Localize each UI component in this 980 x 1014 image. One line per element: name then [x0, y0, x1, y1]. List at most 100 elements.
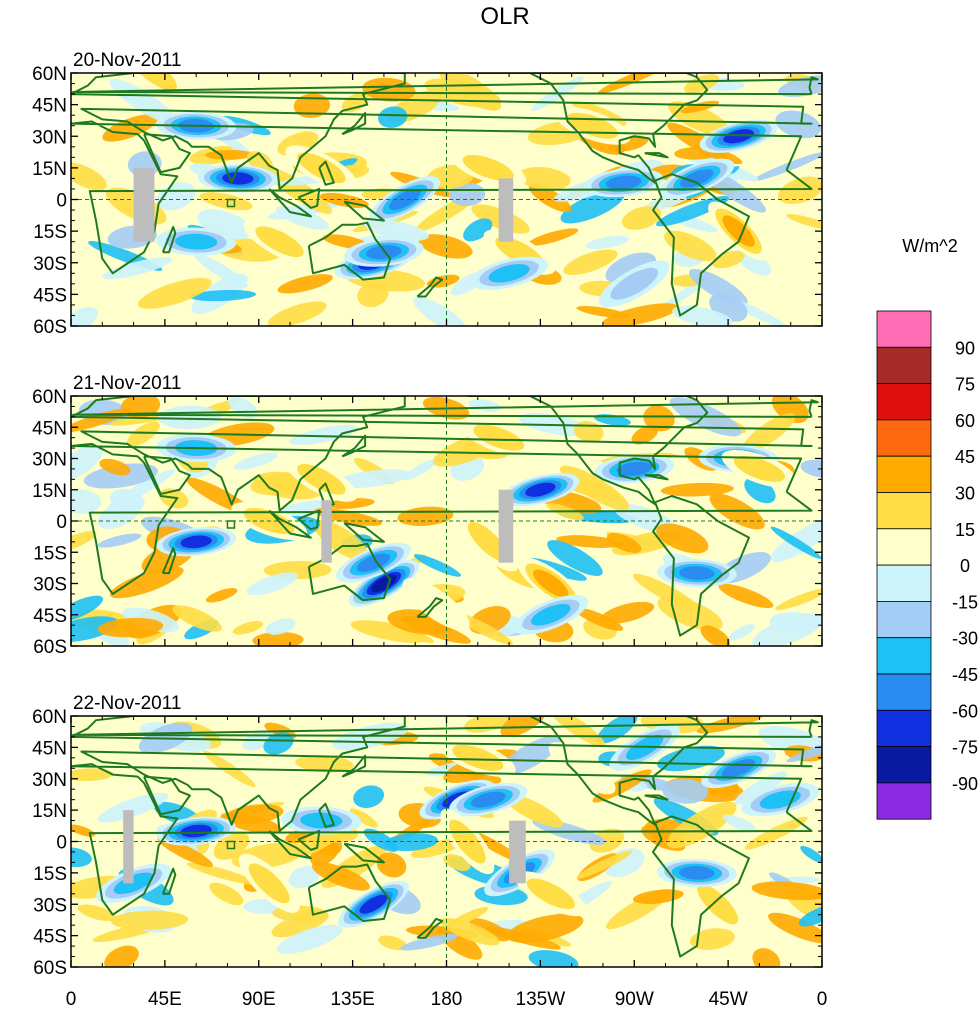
colorbar-swatch — [876, 419, 932, 457]
olr-texture-blob — [418, 234, 473, 259]
olr-texture-blob — [770, 526, 822, 559]
olr-texture-blob — [448, 182, 486, 207]
olr-texture-blob — [120, 396, 161, 419]
olr-texture-blob — [232, 621, 264, 635]
olr-anomaly-cell — [255, 226, 304, 257]
coastline — [72, 719, 819, 738]
olr-texture-blob — [485, 926, 561, 950]
y-tick-label: 0 — [56, 191, 67, 212]
olr-texture-blob — [295, 755, 354, 773]
olr-texture-blob — [775, 110, 822, 139]
coastline — [307, 221, 392, 281]
olr-texture-blob — [332, 469, 411, 489]
olr-texture-blob — [722, 814, 756, 832]
coastline — [297, 830, 321, 851]
olr-texture-blob — [689, 928, 735, 950]
olr-texture-blob — [660, 482, 734, 497]
olr-texture-blob — [528, 183, 572, 213]
colorbar-swatch — [876, 637, 932, 675]
colorbar-swatch — [876, 564, 932, 602]
coastline — [71, 442, 813, 595]
colorbar-swatch — [876, 746, 932, 784]
olr-texture-blob — [99, 458, 131, 476]
olr-texture-blob — [126, 421, 160, 447]
missing-data-region — [321, 500, 332, 563]
olr-anomaly-cell — [449, 819, 486, 864]
olr-texture-blob — [575, 607, 624, 631]
coastline — [341, 434, 367, 458]
figure-title: OLR — [480, 3, 529, 30]
olr-texture-blob — [662, 778, 709, 804]
colorbar-level-label: -45 — [952, 665, 978, 685]
olr-texture-blob — [632, 573, 702, 613]
olr-anomaly-cell — [721, 759, 756, 778]
coastline — [268, 188, 312, 218]
olr-anomaly-cell — [723, 129, 754, 144]
colorbar-level-label: 75 — [955, 375, 975, 395]
coastline — [268, 830, 312, 860]
olr-anomaly-cell — [679, 866, 715, 880]
olr-texture-blob — [585, 235, 630, 249]
olr-texture-blob — [97, 533, 142, 548]
map-panel-3: 60N 45N 30N 15N 0 15S 30S 45S 60S 22-Nov-2011 — [32, 693, 927, 979]
region-box-marker — [226, 840, 236, 850]
coastline — [341, 112, 367, 136]
olr-texture-blob — [632, 889, 684, 904]
x-tick-label: 135W — [516, 989, 566, 1010]
colorbar-level-label: 60 — [955, 411, 975, 431]
colorbar-level-label: -30 — [952, 629, 978, 649]
x-tick-label: 45E — [148, 989, 182, 1010]
coastline — [318, 802, 335, 828]
coastline — [895, 134, 941, 172]
olr-texture-blob — [440, 917, 500, 946]
olr-texture-blob — [267, 301, 327, 326]
olr-texture-blob — [775, 588, 822, 611]
x-tick-label: 45W — [709, 989, 748, 1010]
olr-texture-blob — [752, 151, 822, 182]
y-tick-label: 60S — [33, 637, 67, 658]
colorbar-swatch — [876, 346, 932, 384]
olr-texture-blob — [770, 518, 822, 562]
olr-texture-blob — [549, 716, 606, 748]
olr-texture-blob — [353, 785, 385, 808]
y-tick-label: 0 — [56, 512, 67, 533]
olr-texture-blob — [576, 850, 633, 879]
olr-anomaly-cell — [722, 215, 755, 247]
olr-texture-blob — [400, 933, 459, 951]
map-panel-1: 60N 45N 30N 15N 0 15S 30S 45S 60S 20-Nov-2011 — [32, 50, 941, 338]
olr-anomaly-cell — [462, 154, 514, 181]
olr-texture-blob — [71, 162, 107, 191]
olr-texture-blob — [350, 620, 429, 643]
olr-anomaly-cell — [733, 455, 785, 482]
olr-anomaly-cell — [180, 824, 212, 838]
olr-texture-blob — [798, 904, 822, 927]
missing-data-region — [498, 178, 514, 242]
olr-anomaly-cell — [610, 267, 659, 300]
olr-texture-blob — [156, 182, 196, 211]
colorbar-swatch — [876, 528, 932, 566]
olr-texture-blob — [288, 865, 320, 889]
coastline — [914, 869, 927, 894]
colorbar-level-label: 15 — [955, 520, 975, 540]
olr-texture-blob — [384, 833, 438, 852]
coastline — [161, 225, 177, 254]
coastline — [467, 396, 709, 506]
coastline — [416, 917, 444, 939]
missing-data-region — [498, 489, 514, 563]
coastline — [416, 597, 444, 618]
olr-anomaly-cell — [452, 744, 504, 771]
olr-texture-blob — [410, 838, 465, 858]
olr-texture-blob — [777, 176, 822, 204]
olr-texture-blob — [657, 596, 723, 631]
colorbar-swatch — [876, 673, 932, 711]
olr-texture-blob — [172, 605, 222, 632]
y-tick-label: 0 — [56, 833, 67, 854]
olr-texture-blob — [768, 912, 822, 944]
olr-texture-blob — [556, 535, 623, 548]
coastline — [143, 455, 191, 495]
olr-texture-blob — [97, 792, 169, 823]
y-tick-label: 45S — [33, 285, 67, 306]
olr-texture-blob — [349, 808, 378, 828]
olr-texture-blob — [102, 257, 173, 280]
olr-texture-blob — [664, 230, 717, 262]
